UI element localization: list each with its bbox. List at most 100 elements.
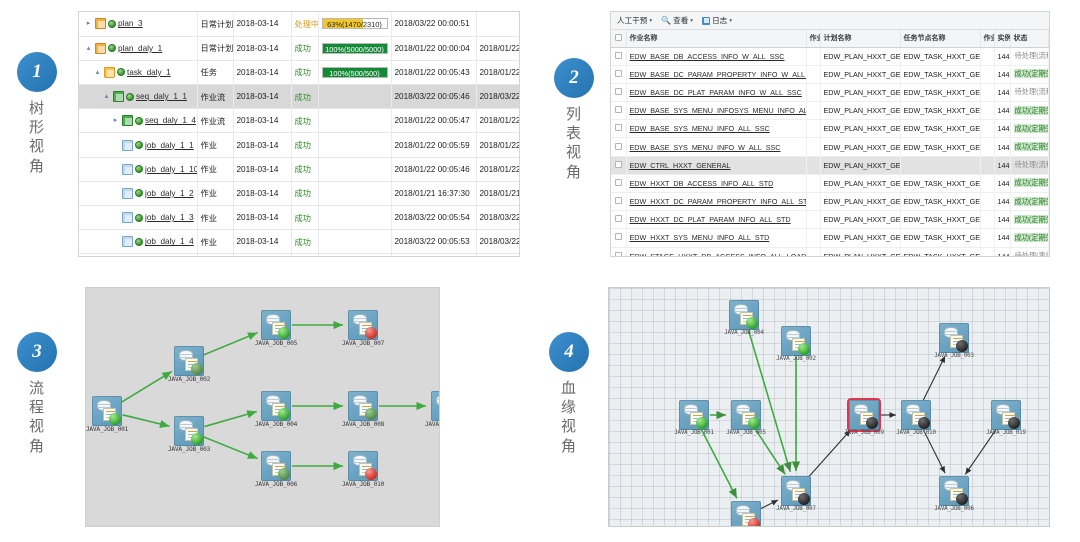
job-name-link[interactable]: EDW_HXXT_SYS_MENU_INFO_ALL_STD	[629, 233, 770, 243]
graph-node[interactable]: JAVA_JOB_002	[168, 346, 210, 383]
job-name-link[interactable]: EDW_BASE_SYS_MENU_INFO_W_ALL_SSC	[629, 142, 781, 152]
tree-node-cell[interactable]: job_daly_1_3	[79, 205, 198, 231]
job-node-icon[interactable]	[348, 451, 378, 481]
row-checkbox-cell[interactable]	[611, 228, 627, 248]
row-checkbox[interactable]	[614, 251, 622, 256]
table-row[interactable]: ▸ plan_3 日常计划 2018-03-14 处理中 63%(1470/2310) 20…	[79, 12, 519, 37]
toolbar-item-view[interactable]: 🔍 查看 ▾	[661, 15, 693, 26]
row-checkbox-cell[interactable]	[611, 137, 627, 157]
job-name-link[interactable]: EDW_BASE_DC_PARAM_PROPERTY_INFO_W_ALL_SS…	[629, 69, 806, 79]
graph-node[interactable]: JAVA_JOB_009	[844, 398, 884, 436]
toolbar-item-log[interactable]: 日志 ▾	[702, 15, 732, 26]
graph-node[interactable]: JAVA_JOB_005	[255, 310, 297, 347]
job-name-cell[interactable]: EDW_HXXT_DC_PARAM_PROPERTY_INFO_ALL_STD	[626, 192, 807, 212]
column-header[interactable]: 作业	[980, 30, 995, 48]
table-row[interactable]: EDW_BASE_SYS_MENU_INFO_W_ALL_SSC EDW_PLAN…	[611, 137, 1049, 157]
table-row[interactable]: EDW_HXXT_SYS_MENU_INFO_ALL_STD EDW_PLAN_H…	[611, 228, 1049, 248]
job-name-cell[interactable]: EDW_BASE_DC_PARAM_PROPERTY_INFO_W_ALL_SS…	[626, 65, 807, 84]
toolbar-item-manual-intervention[interactable]: 人工干预 ▾	[617, 15, 652, 26]
job-name-cell[interactable]: EDW_BASE_DB_ACCESS_INFO_W_ALL_SSC	[626, 47, 807, 66]
job-name-link[interactable]: EDW_BASE_SYS_MENU_INFOSYS_MENU_INFO_ALL_…	[629, 106, 806, 116]
tree-node-cell[interactable]: job_daly_1_5	[79, 253, 198, 256]
collapse-arrow-icon[interactable]: ▴	[104, 93, 109, 101]
job-node-icon[interactable]	[174, 346, 204, 376]
graph-node[interactable]: JAVA_JOB_003	[934, 323, 974, 359]
job-node-icon[interactable]	[847, 398, 881, 432]
job-node-icon[interactable]	[679, 400, 709, 430]
table-row[interactable]: job_daly_1_3 作业 2018-03-14 成功 2018/03/22 00:…	[79, 205, 519, 231]
table-row[interactable]: EDW_STAGE_HXXT_DB_ACCESS_INFO_ALL_LOAD ED…	[611, 247, 1049, 257]
job-name-link[interactable]: EDW_BASE_DC_PLAT_PARAM_INFO_W_ALL_SSC	[629, 87, 802, 97]
tree-node-cell[interactable]: job_daly_1_1	[79, 132, 198, 158]
job-name-cell[interactable]: EDW_CTRL_HXXT_GENERAL	[626, 156, 807, 175]
row-checkbox[interactable]	[614, 69, 622, 77]
row-checkbox[interactable]	[614, 160, 622, 168]
job-name-link[interactable]: EDW_HXXT_DC_PARAM_PROPERTY_INFO_ALL_STD	[629, 197, 806, 207]
graph-node[interactable]: JAVA_JOB_019	[986, 400, 1026, 436]
graph-node[interactable]: JAVA_JOB_008	[342, 391, 384, 428]
flow-view-panel[interactable]: JAVA_JOB_001 JAVA_JOB_002 JAVA_JOB_003 JAVA…	[85, 287, 440, 527]
table-row[interactable]: job_daly_1_4 作业 2018-03-14 成功 2018/03/22 00:…	[79, 229, 519, 255]
table-row[interactable]: ▸ seq_daly_1_4 作业流 2018-03-14 成功 2018/01/22 0…	[79, 108, 519, 134]
job-name-link[interactable]: EDW_CTRL_HXXT_GENERAL	[629, 160, 731, 170]
tree-node-cell[interactable]: job_daly_1_2	[79, 181, 198, 207]
tree-node-link[interactable]: seq_daly_1_4	[145, 116, 196, 126]
table-row[interactable]: EDW_BASE_DC_PARAM_PROPERTY_INFO_W_ALL_SS…	[611, 65, 1049, 84]
job-name-link[interactable]: EDW_STAGE_HXXT_DB_ACCESS_INFO_ALL_LOAD	[629, 251, 806, 257]
graph-node[interactable]: JAVA_JOB_008	[731, 501, 761, 526]
table-row[interactable]: EDW_BASE_SYS_MENU_INFOSYS_MENU_INFO_ALL_…	[611, 101, 1049, 121]
column-header[interactable]: 任务节点名称	[900, 30, 981, 48]
tree-node-cell[interactable]: ▸ seq_daly_1_4	[79, 108, 198, 134]
tree-node-link[interactable]: job_daly_1_1	[145, 140, 194, 150]
table-row[interactable]: EDW_BASE_DC_PLAT_PARAM_INFO_W_ALL_SSC EDW…	[611, 83, 1049, 103]
job-node-icon[interactable]	[348, 391, 378, 421]
job-node-icon[interactable]	[991, 400, 1021, 430]
job-node-icon[interactable]	[348, 310, 378, 340]
job-node-icon[interactable]	[781, 476, 811, 506]
table-row[interactable]: EDW_HXXT_DC_PARAM_PROPERTY_INFO_ALL_STD E…	[611, 192, 1049, 212]
table-row[interactable]: EDW_HXXT_DB_ACCESS_INFO_ALL_STD EDW_PLAN_…	[611, 174, 1049, 194]
graph-node[interactable]: JAVA_JOB_004	[724, 300, 764, 336]
job-node-icon[interactable]	[939, 323, 969, 353]
table-row[interactable]: job_daly_1_10 作业 2018-03-14 成功 2018/01/22 00…	[79, 157, 519, 182]
row-checkbox[interactable]	[614, 197, 622, 205]
tree-node-link[interactable]: plan_daly_1	[118, 43, 163, 53]
column-header[interactable]	[611, 30, 627, 48]
graph-node[interactable]: JAVA_JOB_007	[776, 476, 816, 512]
graph-node[interactable]: JAVA_JOB_006	[934, 476, 974, 512]
row-checkbox-cell[interactable]	[611, 210, 627, 230]
row-checkbox[interactable]	[614, 106, 622, 114]
job-node-icon[interactable]	[781, 326, 811, 356]
job-name-cell[interactable]: EDW_BASE_SYS_MENU_INFO_ALL_SSC	[626, 119, 807, 139]
graph-node[interactable]: JAVA_JOB_010	[896, 400, 936, 436]
table-row[interactable]: EDW_CTRL_HXXT_GENERAL EDW_PLAN_HXXT_GENER…	[611, 156, 1049, 175]
graph-node[interactable]: JAVA_JOB_007	[342, 310, 384, 347]
table-row[interactable]: EDW_BASE_SYS_MENU_INFO_ALL_SSC EDW_PLAN_H…	[611, 119, 1049, 139]
job-node-icon[interactable]	[261, 451, 291, 481]
row-checkbox[interactable]	[614, 87, 622, 95]
row-checkbox-cell[interactable]	[611, 65, 627, 84]
row-checkbox[interactable]	[614, 215, 622, 223]
table-row[interactable]: ▴ seq_daly_1_1 作业流 2018-03-14 成功 2018/03/22 0…	[79, 84, 519, 110]
graph-node[interactable]: JAVA_JOB_009	[425, 391, 439, 428]
job-node-icon[interactable]	[261, 391, 291, 421]
graph-node[interactable]: JAVA_JOB_005	[726, 400, 766, 436]
tree-node-cell[interactable]: job_daly_1_4	[79, 229, 198, 255]
table-row[interactable]: EDW_HXXT_DC_PLAT_PARAM_INFO_ALL_STD EDW_P…	[611, 210, 1049, 230]
tree-node-link[interactable]: job_daly_1_3	[145, 213, 194, 223]
job-node-icon[interactable]	[729, 300, 759, 330]
job-node-icon[interactable]	[174, 416, 204, 446]
tree-node-cell[interactable]: ▴ seq_daly_1_1	[79, 84, 198, 110]
job-node-icon[interactable]	[92, 396, 122, 426]
row-checkbox-cell[interactable]	[611, 83, 627, 103]
table-row[interactable]: EDW_BASE_DB_ACCESS_INFO_W_ALL_SSC EDW_PLA…	[611, 47, 1049, 66]
tree-node-link[interactable]: plan_3	[118, 19, 143, 29]
column-header[interactable]: 状态	[1010, 30, 1049, 48]
job-name-cell[interactable]: EDW_HXXT_SYS_MENU_INFO_ALL_STD	[626, 228, 807, 248]
select-all-checkbox[interactable]	[614, 33, 622, 41]
tree-node-link[interactable]: job_daly_1_10	[145, 164, 197, 174]
row-checkbox[interactable]	[614, 142, 622, 150]
row-checkbox-cell[interactable]	[611, 119, 627, 139]
column-header[interactable]: 作业	[806, 30, 821, 48]
